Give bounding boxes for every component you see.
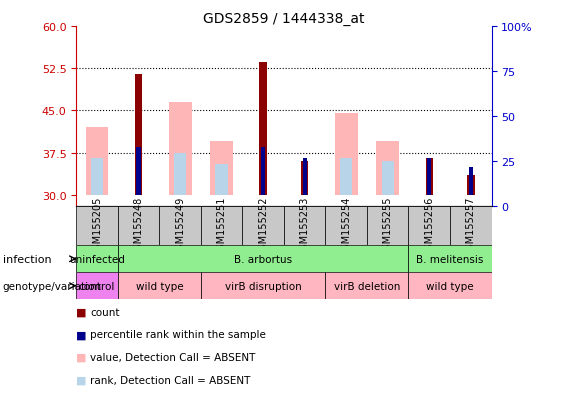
Bar [174, 153, 186, 195]
Text: count: count [90, 307, 120, 317]
Text: ■: ■ [76, 330, 87, 339]
Text: GSM155248: GSM155248 [133, 197, 144, 256]
Bar [301, 161, 308, 195]
Bar [469, 167, 473, 195]
Bar [259, 63, 267, 195]
Bar [408, 273, 492, 299]
Bar [118, 273, 201, 299]
Bar [215, 164, 228, 195]
Text: ■: ■ [76, 352, 87, 362]
Text: genotype/variation: genotype/variation [3, 281, 102, 291]
Text: B. melitensis: B. melitensis [416, 254, 484, 264]
Bar [408, 246, 492, 273]
Bar [76, 206, 118, 246]
Bar [376, 142, 399, 195]
Bar [118, 246, 408, 273]
Text: control: control [79, 281, 115, 291]
Bar [201, 206, 242, 246]
Text: GSM155253: GSM155253 [299, 197, 310, 256]
Bar [76, 273, 118, 299]
Bar [284, 206, 325, 246]
Text: GSM155254: GSM155254 [341, 197, 351, 256]
Bar [242, 206, 284, 246]
Text: percentile rank within the sample: percentile rank within the sample [90, 330, 266, 339]
Text: ■: ■ [76, 375, 87, 385]
Bar [367, 206, 408, 246]
Text: GSM155205: GSM155205 [92, 197, 102, 256]
Bar [169, 103, 192, 195]
Bar [408, 206, 450, 246]
Bar [303, 159, 307, 195]
Text: GSM155249: GSM155249 [175, 197, 185, 256]
Bar [86, 128, 108, 195]
Bar [325, 273, 408, 299]
Text: GSM155257: GSM155257 [466, 197, 476, 256]
Bar [76, 246, 118, 273]
Bar [381, 161, 394, 195]
Text: GSM155255: GSM155255 [383, 197, 393, 256]
Text: rank, Detection Call = ABSENT: rank, Detection Call = ABSENT [90, 375, 251, 385]
Text: virB deletion: virB deletion [334, 281, 400, 291]
Bar [261, 147, 265, 195]
Bar [467, 176, 475, 195]
Text: uninfected: uninfected [69, 254, 125, 264]
Bar [201, 273, 325, 299]
Bar [91, 159, 103, 195]
Bar [427, 159, 431, 195]
Bar [135, 75, 142, 195]
Bar [325, 206, 367, 246]
Text: virB disruption: virB disruption [225, 281, 302, 291]
Text: GSM155251: GSM155251 [216, 197, 227, 256]
Bar [450, 206, 492, 246]
Bar [425, 159, 433, 195]
Text: value, Detection Call = ABSENT: value, Detection Call = ABSENT [90, 352, 256, 362]
Bar [210, 142, 233, 195]
Title: GDS2859 / 1444338_at: GDS2859 / 1444338_at [203, 12, 364, 26]
Text: B. arbortus: B. arbortus [234, 254, 292, 264]
Text: GSM155256: GSM155256 [424, 197, 434, 256]
Text: GSM155252: GSM155252 [258, 197, 268, 256]
Text: ■: ■ [76, 307, 87, 317]
Bar [340, 159, 353, 195]
Text: wild type: wild type [136, 281, 183, 291]
Text: wild type: wild type [426, 281, 474, 291]
Bar [137, 147, 141, 195]
Text: infection: infection [3, 254, 51, 264]
Bar [159, 206, 201, 246]
Bar [118, 206, 159, 246]
Bar [335, 114, 358, 195]
